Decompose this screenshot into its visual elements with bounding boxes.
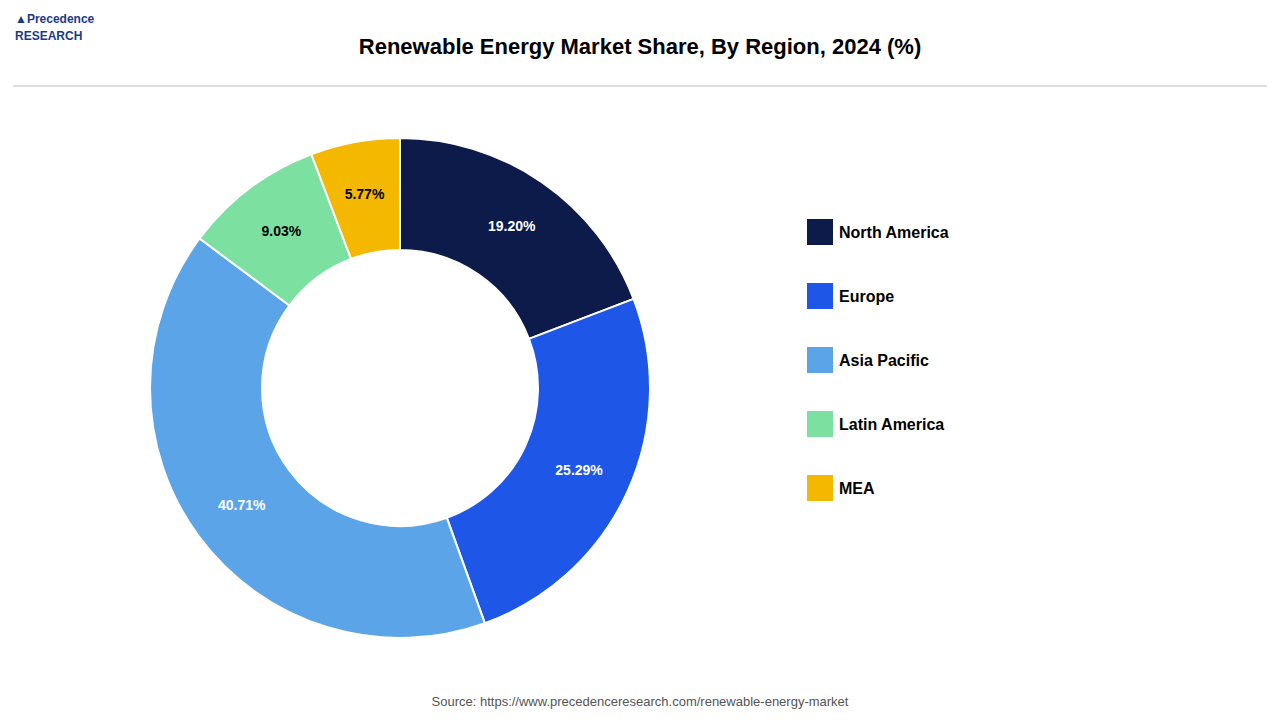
svg-text:North America: North America [839,224,949,241]
svg-text:Renewable Energy Market Share,: Renewable Energy Market Share, By Region… [359,34,921,59]
svg-text:Source: https://www.precedence: Source: https://www.precedenceresearch.c… [432,694,849,709]
svg-text:RESEARCH: RESEARCH [15,29,82,43]
svg-text:▲Precedence: ▲Precedence [15,12,95,26]
svg-text:19.20%: 19.20% [488,218,536,234]
svg-text:Asia Pacific: Asia Pacific [839,352,929,369]
svg-text:Europe: Europe [839,288,894,305]
svg-text:40.71%: 40.71% [218,497,266,513]
svg-text:9.03%: 9.03% [262,223,302,239]
svg-text:Latin America: Latin America [839,416,944,433]
svg-text:25.29%: 25.29% [555,462,603,478]
svg-text:5.77%: 5.77% [345,186,385,202]
svg-text:MEA: MEA [839,480,875,497]
